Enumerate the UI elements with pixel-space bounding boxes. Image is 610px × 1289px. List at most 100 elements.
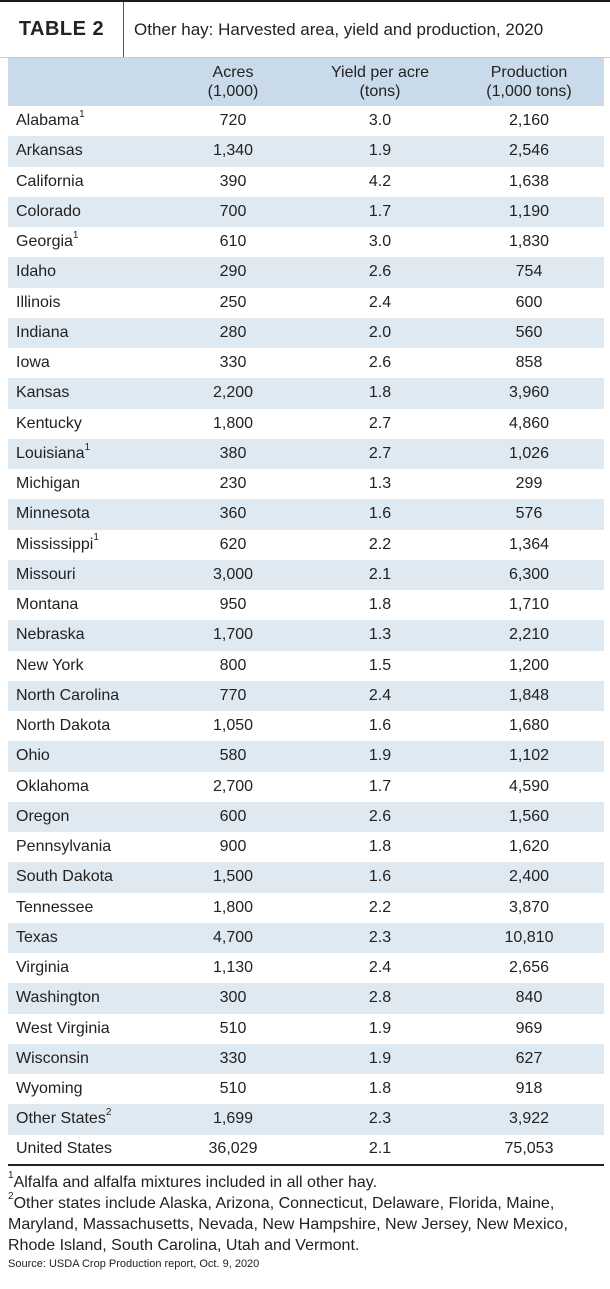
yield-cell: 2.0 — [368, 323, 392, 341]
table-row: Minnesota 360 1.6 576 — [8, 499, 604, 530]
table-row: California 390 4.2 1,638 — [8, 167, 604, 197]
yield-cell: 2.7 — [368, 414, 392, 432]
state-name: Minnesota — [16, 505, 90, 523]
column-header-line2: (1,000 tons) — [486, 83, 572, 100]
state-cell: Alabama1 — [8, 106, 160, 136]
production-cell: 1,102 — [508, 747, 550, 765]
table-number: TABLE 2 — [0, 2, 124, 57]
table-row: Missouri 3,000 2.1 6,300 — [8, 559, 604, 590]
table-row: Indiana 280 2.0 560 — [8, 317, 604, 348]
yield-cell: 1.3 — [368, 626, 392, 644]
production-cell: 2,546 — [508, 142, 550, 160]
table-row: Kentucky 1,800 2.7 4,860 — [8, 409, 604, 439]
column-header-state — [8, 58, 160, 106]
yield-cell: 1.7 — [368, 202, 392, 220]
footnote-text: Other states include Alaska, Arizona, Co… — [8, 1194, 568, 1254]
acres-cell: 2,700 — [212, 777, 254, 795]
yield-cell: 2.7 — [368, 444, 392, 462]
state-name: South Dakota — [16, 868, 113, 886]
state-name: Kentucky — [16, 414, 82, 432]
state-name: Oregon — [16, 807, 70, 825]
state-name: Nebraska — [16, 626, 85, 644]
state-name: Michigan — [16, 475, 81, 493]
table-row: Georgia1 610 3.0 1,830 — [8, 227, 604, 257]
yield-cell: 4.2 — [368, 172, 392, 190]
production-cell: 3,922 — [508, 1110, 550, 1128]
state-name: Wyoming — [16, 1080, 83, 1098]
state-cell: West Virginia — [8, 1014, 160, 1044]
acres-cell: 1,699 — [212, 1110, 254, 1128]
yield-cell: 2.4 — [368, 686, 392, 704]
yield-cell: 2.3 — [368, 1110, 392, 1128]
state-cell: Wyoming — [8, 1074, 160, 1104]
acres-cell: 250 — [219, 293, 247, 311]
yield-cell: 1.9 — [368, 1049, 392, 1067]
state-cell: Ohio — [8, 741, 160, 771]
acres-cell: 770 — [219, 686, 247, 704]
source-note: Source: USDA Crop Production report, Oct… — [8, 1257, 260, 1270]
table-row: Washington 300 2.8 840 — [8, 983, 604, 1014]
acres-cell: 580 — [219, 747, 247, 765]
yield-cell: 1.8 — [368, 384, 392, 402]
state-name: Illinois — [16, 293, 61, 311]
yield-cell: 2.2 — [368, 535, 392, 553]
state-cell: Arkansas — [8, 136, 160, 166]
acres-cell: 1,800 — [212, 414, 254, 432]
production-cell: 3,870 — [508, 898, 550, 916]
yield-cell: 2.6 — [368, 354, 392, 372]
acres-cell: 2,200 — [212, 384, 254, 402]
acres-cell: 610 — [219, 233, 247, 251]
production-cell: 1,638 — [508, 172, 550, 190]
footnote-ref: 2 — [105, 1107, 112, 1119]
production-cell: 1,830 — [508, 233, 550, 251]
yield-cell: 3.0 — [368, 233, 392, 251]
table-row: Ohio 580 1.9 1,102 — [8, 741, 604, 772]
production-cell: 75,053 — [504, 1140, 554, 1158]
table-row: Louisiana1 380 2.7 1,026 — [8, 438, 604, 469]
production-cell: 754 — [515, 263, 543, 281]
state-name: Texas — [16, 928, 58, 946]
yield-cell: 1.7 — [368, 777, 392, 795]
production-cell: 2,210 — [508, 626, 550, 644]
yield-cell: 1.9 — [368, 747, 392, 765]
state-name: Tennessee — [16, 898, 94, 916]
table-row: Virginia 1,130 2.4 2,656 — [8, 953, 604, 983]
production-cell: 1,560 — [508, 807, 550, 825]
footnote-ref: 1 — [79, 108, 85, 120]
column-header-line2: (1,000) — [207, 83, 259, 100]
state-cell: United States — [8, 1135, 160, 1165]
state-cell: Idaho — [8, 257, 160, 287]
yield-cell: 1.9 — [368, 1019, 392, 1037]
table-body: Alabama1 720 3.0 2,160 Arkansas 1,340 1.9 2,546… — [8, 106, 604, 1165]
state-name: Indiana — [16, 323, 69, 341]
production-cell: 1,680 — [508, 717, 550, 735]
table-row: Idaho 290 2.6 754 — [8, 257, 604, 288]
state-name: Other States — [16, 1110, 106, 1128]
state-name: Pennsylvania — [16, 838, 112, 856]
state-name: United States — [16, 1140, 113, 1158]
state-cell: Minnesota — [8, 499, 160, 529]
state-name: Kansas — [16, 384, 70, 402]
acres-cell: 900 — [219, 838, 247, 856]
acres-cell: 510 — [219, 1080, 247, 1098]
state-name: Washington — [16, 989, 100, 1007]
production-cell: 299 — [515, 475, 543, 493]
yield-cell: 1.9 — [368, 142, 392, 160]
acres-cell: 3,000 — [212, 565, 254, 583]
state-cell: Kansas — [8, 378, 160, 408]
footnote-ref: 1 — [84, 441, 91, 453]
acres-cell: 390 — [219, 172, 247, 190]
production-cell: 2,160 — [508, 112, 550, 130]
table-row: Wisconsin 330 1.9 627 — [8, 1043, 604, 1074]
acres-cell: 950 — [219, 596, 247, 614]
state-cell: Michigan — [8, 469, 160, 499]
table-row: Montana 950 1.8 1,710 — [8, 590, 604, 620]
acres-cell: 700 — [219, 202, 247, 220]
table-row: Tennessee 1,800 2.2 3,870 — [8, 893, 604, 923]
footnote-ref: 1 — [72, 229, 79, 241]
production-cell: 3,960 — [508, 384, 550, 402]
yield-cell: 1.8 — [368, 596, 392, 614]
state-cell: South Dakota — [8, 862, 160, 892]
table-row: Kansas 2,200 1.8 3,960 — [8, 378, 604, 409]
state-cell: Georgia1 — [8, 227, 160, 257]
